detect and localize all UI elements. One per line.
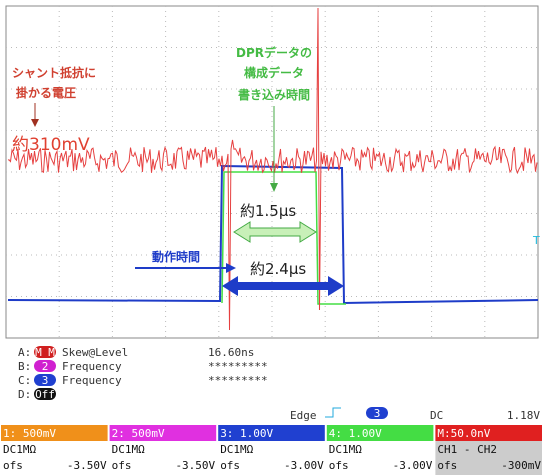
channel-coupling: DC1MΩ [112, 443, 145, 456]
channel-label: M:50.0nV [437, 427, 490, 440]
shunt-label: シャント抵抗に [12, 65, 96, 80]
offset-label: ofs [220, 459, 240, 472]
trigger-source: 3 [374, 407, 381, 420]
channel-coupling: CH1 - CH2 [437, 443, 497, 456]
measurement-slot: A: [18, 346, 31, 359]
measurement-slot: C: [18, 374, 31, 387]
badge-label: 3 [42, 374, 49, 387]
channel-coupling: DC1MΩ [3, 443, 36, 456]
channel-label: 4: 1.00V [329, 427, 382, 440]
badge-label: Off [35, 388, 55, 401]
measurement-value: ********* [208, 360, 268, 373]
channel-label: 3: 1.00V [220, 427, 273, 440]
offset-label: ofs [329, 459, 349, 472]
offset-value: -3.00V [393, 459, 433, 472]
time-1-label: 約1.5µs [240, 202, 296, 220]
badge-label: M M [35, 346, 55, 359]
offset-label: ofs [3, 459, 23, 472]
measurement-slot: D: [18, 388, 31, 401]
channel-label: 2: 500mV [112, 427, 165, 440]
measurement-name: Frequency [62, 374, 122, 387]
measurement-slot: B: [18, 360, 31, 373]
offset-label: ofs [437, 459, 457, 472]
channel-coupling: DC1MΩ [220, 443, 253, 456]
shunt-label: 掛かる電圧 [16, 85, 76, 100]
measurement-value: ********* [208, 374, 268, 387]
trigger-mode: Edge [290, 409, 317, 422]
operation-label: 動作時間 [152, 249, 200, 264]
offset-value: -300mV [501, 459, 541, 472]
trigger-marker: T [532, 234, 540, 247]
oscilloscope-screen: シャント抵抗に 掛かる電圧 約310mV DPRデータの 構成データ 書き込み時… [0, 0, 543, 475]
badge-label: 2 [42, 360, 49, 373]
channel-coupling: DC1MΩ [329, 443, 362, 456]
measurement-value: 16.60ns [208, 346, 254, 359]
offset-value: -3.50V [175, 459, 215, 472]
dpr-label: 構成データ [244, 65, 304, 80]
dpr-label: DPRデータの [236, 45, 312, 60]
trigger-level: 1.18V [507, 409, 540, 422]
voltage-label: 約310mV [12, 135, 90, 155]
offset-value: -3.00V [284, 459, 324, 472]
measurement-name: Skew@Level [62, 346, 128, 359]
channel-label: 1: 500mV [3, 427, 56, 440]
offset-value: -3.50V [67, 459, 107, 472]
trigger-coupling: DC [430, 409, 443, 422]
offset-label: ofs [112, 459, 132, 472]
dpr-label: 書き込み時間 [238, 87, 310, 102]
measurement-name: Frequency [62, 360, 122, 373]
time-2-label: 約2.4µs [250, 260, 306, 278]
